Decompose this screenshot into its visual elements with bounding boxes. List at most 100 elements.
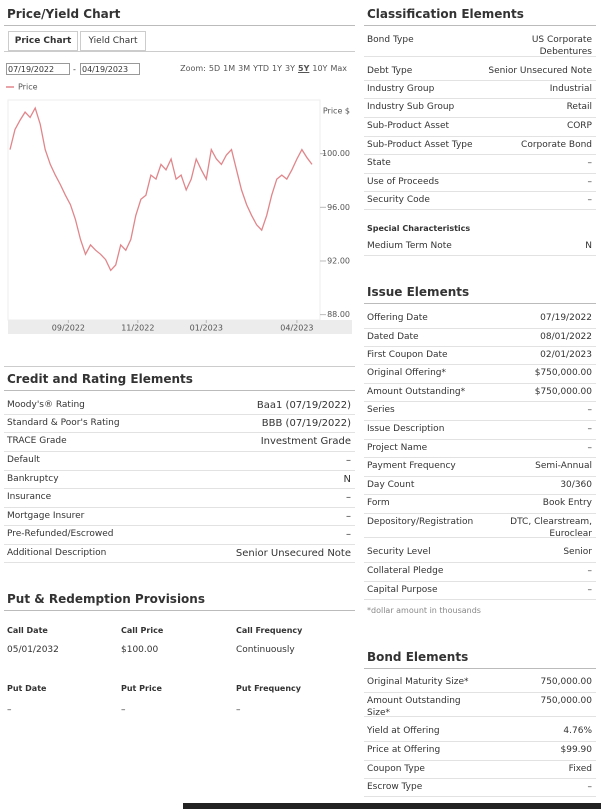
- section-title: Credit and Rating Elements: [7, 371, 193, 386]
- title-rule: [4, 610, 355, 611]
- date-input[interactable]: [6, 63, 70, 75]
- column-value: 05/01/2032: [7, 645, 59, 655]
- zoom-option[interactable]: 10Y: [312, 64, 328, 73]
- zoom-option[interactable]: 5Y: [298, 64, 310, 73]
- row-label: Amount Outstanding Size*: [367, 696, 461, 718]
- row-value: 750,000.00: [540, 696, 592, 706]
- separator: [364, 691, 596, 693]
- title-rule: [364, 668, 596, 669]
- column-value: $100.00: [121, 645, 159, 655]
- row-value: –: [587, 424, 593, 434]
- row-value: Senior Unsecured Note: [235, 547, 351, 559]
- row-label: Dated Date: [367, 332, 419, 342]
- zoom-label: Zoom:: [180, 64, 206, 73]
- row-label: Additional Description: [7, 548, 107, 558]
- section-title: Price/Yield Chart: [7, 6, 121, 21]
- y-axis-label: Price $: [323, 107, 350, 116]
- row-value: –: [587, 443, 593, 453]
- zoom-option[interactable]: 1Y: [272, 64, 283, 73]
- row-label: Amount Outstanding*: [367, 387, 466, 397]
- row-label: Moody's® Rating: [7, 400, 85, 410]
- row-label: Day Count: [367, 480, 415, 490]
- row-label: Security Level: [367, 547, 431, 557]
- row-label: Payment Frequency: [367, 461, 456, 471]
- separator: [364, 796, 596, 797]
- row-value: Semi-Annual: [535, 461, 592, 471]
- row-value: N: [343, 473, 351, 485]
- row-value: Corporate Bond: [521, 140, 592, 150]
- row-label: Original Offering*: [367, 368, 447, 378]
- date-input[interactable]: [80, 63, 140, 75]
- zoom-option[interactable]: 3Y: [285, 64, 296, 73]
- separator: [364, 419, 596, 421]
- separator: [4, 450, 355, 452]
- title-rule: [4, 25, 355, 26]
- tab-label[interactable]: Price Chart: [14, 36, 72, 46]
- column-header: Put Frequency: [236, 683, 301, 693]
- separator: [4, 562, 355, 563]
- separator: [4, 414, 355, 415]
- column-value: Continuously: [236, 645, 295, 655]
- section-title: Put & Redemption Provisions: [7, 591, 205, 606]
- row-value: 750,000.00: [540, 677, 592, 687]
- price-chart: Price $ 100.00 96.00 92.00 88.00 09/2022 11/20…: [6, 83, 352, 334]
- row-value: Senior Unsecured Note: [488, 66, 592, 76]
- row-label: Industry Sub Group: [367, 102, 455, 112]
- separator: [364, 209, 596, 210]
- zoom-option[interactable]: 1M: [223, 64, 236, 73]
- row-label: Coupon Type: [367, 764, 425, 774]
- zoom-option[interactable]: 5D: [208, 64, 221, 73]
- separator: [364, 580, 596, 582]
- row-label: Collateral Pledge: [367, 566, 444, 576]
- column-header: Call Frequency: [236, 625, 303, 635]
- x-tick-label: 04/2023: [280, 324, 313, 333]
- column-header: Put Price: [121, 683, 162, 693]
- row-label: Form: [367, 498, 390, 508]
- zoom-bar: Zoom: 5D 1M 3M YTD 1Y 3Y 5Y 10Y Max: [177, 63, 347, 75]
- column-header: Call Price: [121, 625, 164, 635]
- tab-label[interactable]: Yield Chart: [88, 36, 138, 46]
- row-value: –: [346, 454, 351, 466]
- row-value: N: [585, 241, 592, 251]
- row-value: US Corporate Debentures: [531, 35, 592, 57]
- zoom-option[interactable]: YTD: [253, 64, 270, 73]
- tab[interactable]: [80, 31, 146, 51]
- row-value: –: [587, 585, 593, 595]
- separator: [364, 537, 596, 538]
- x-axis-band: [8, 320, 352, 334]
- row-value: Senior: [563, 547, 592, 557]
- row-label: Mortgage Insurer: [7, 511, 85, 521]
- tab-rule: [4, 51, 355, 52]
- row-value: –: [587, 405, 593, 415]
- separator: [364, 716, 596, 717]
- section-title: Bond Elements: [367, 649, 469, 664]
- row-label: TRACE Grade: [7, 436, 67, 446]
- tab[interactable]: [8, 31, 78, 51]
- separator: [364, 135, 596, 137]
- zoom-option[interactable]: 3M: [238, 64, 251, 73]
- separator: [4, 432, 355, 433]
- row-label: Insurance: [7, 492, 52, 502]
- title-rule: [364, 25, 596, 26]
- row-label: Bond Type: [367, 35, 414, 45]
- row-label: Project Name: [367, 443, 428, 453]
- separator: [364, 778, 596, 779]
- x-tick-label: 01/2023: [190, 324, 223, 333]
- row-value: BBB (07/19/2022): [261, 417, 351, 429]
- row-label: Capital Purpose: [367, 585, 438, 595]
- separator: [364, 98, 596, 99]
- separator: [364, 401, 596, 402]
- end-date[interactable]: 04/19/2023: [82, 64, 129, 74]
- row-value: 30/360: [560, 480, 592, 490]
- zoom-option[interactable]: Max: [330, 64, 347, 73]
- row-value: 07/19/2022: [540, 313, 592, 323]
- date-separator: -: [73, 64, 76, 74]
- separator: [364, 561, 596, 563]
- row-value: –: [587, 782, 593, 792]
- separator: [4, 525, 355, 526]
- start-date[interactable]: 07/19/2022: [8, 64, 55, 74]
- separator: [364, 382, 596, 384]
- price-line: [9, 106, 313, 272]
- row-label: Default: [7, 455, 40, 465]
